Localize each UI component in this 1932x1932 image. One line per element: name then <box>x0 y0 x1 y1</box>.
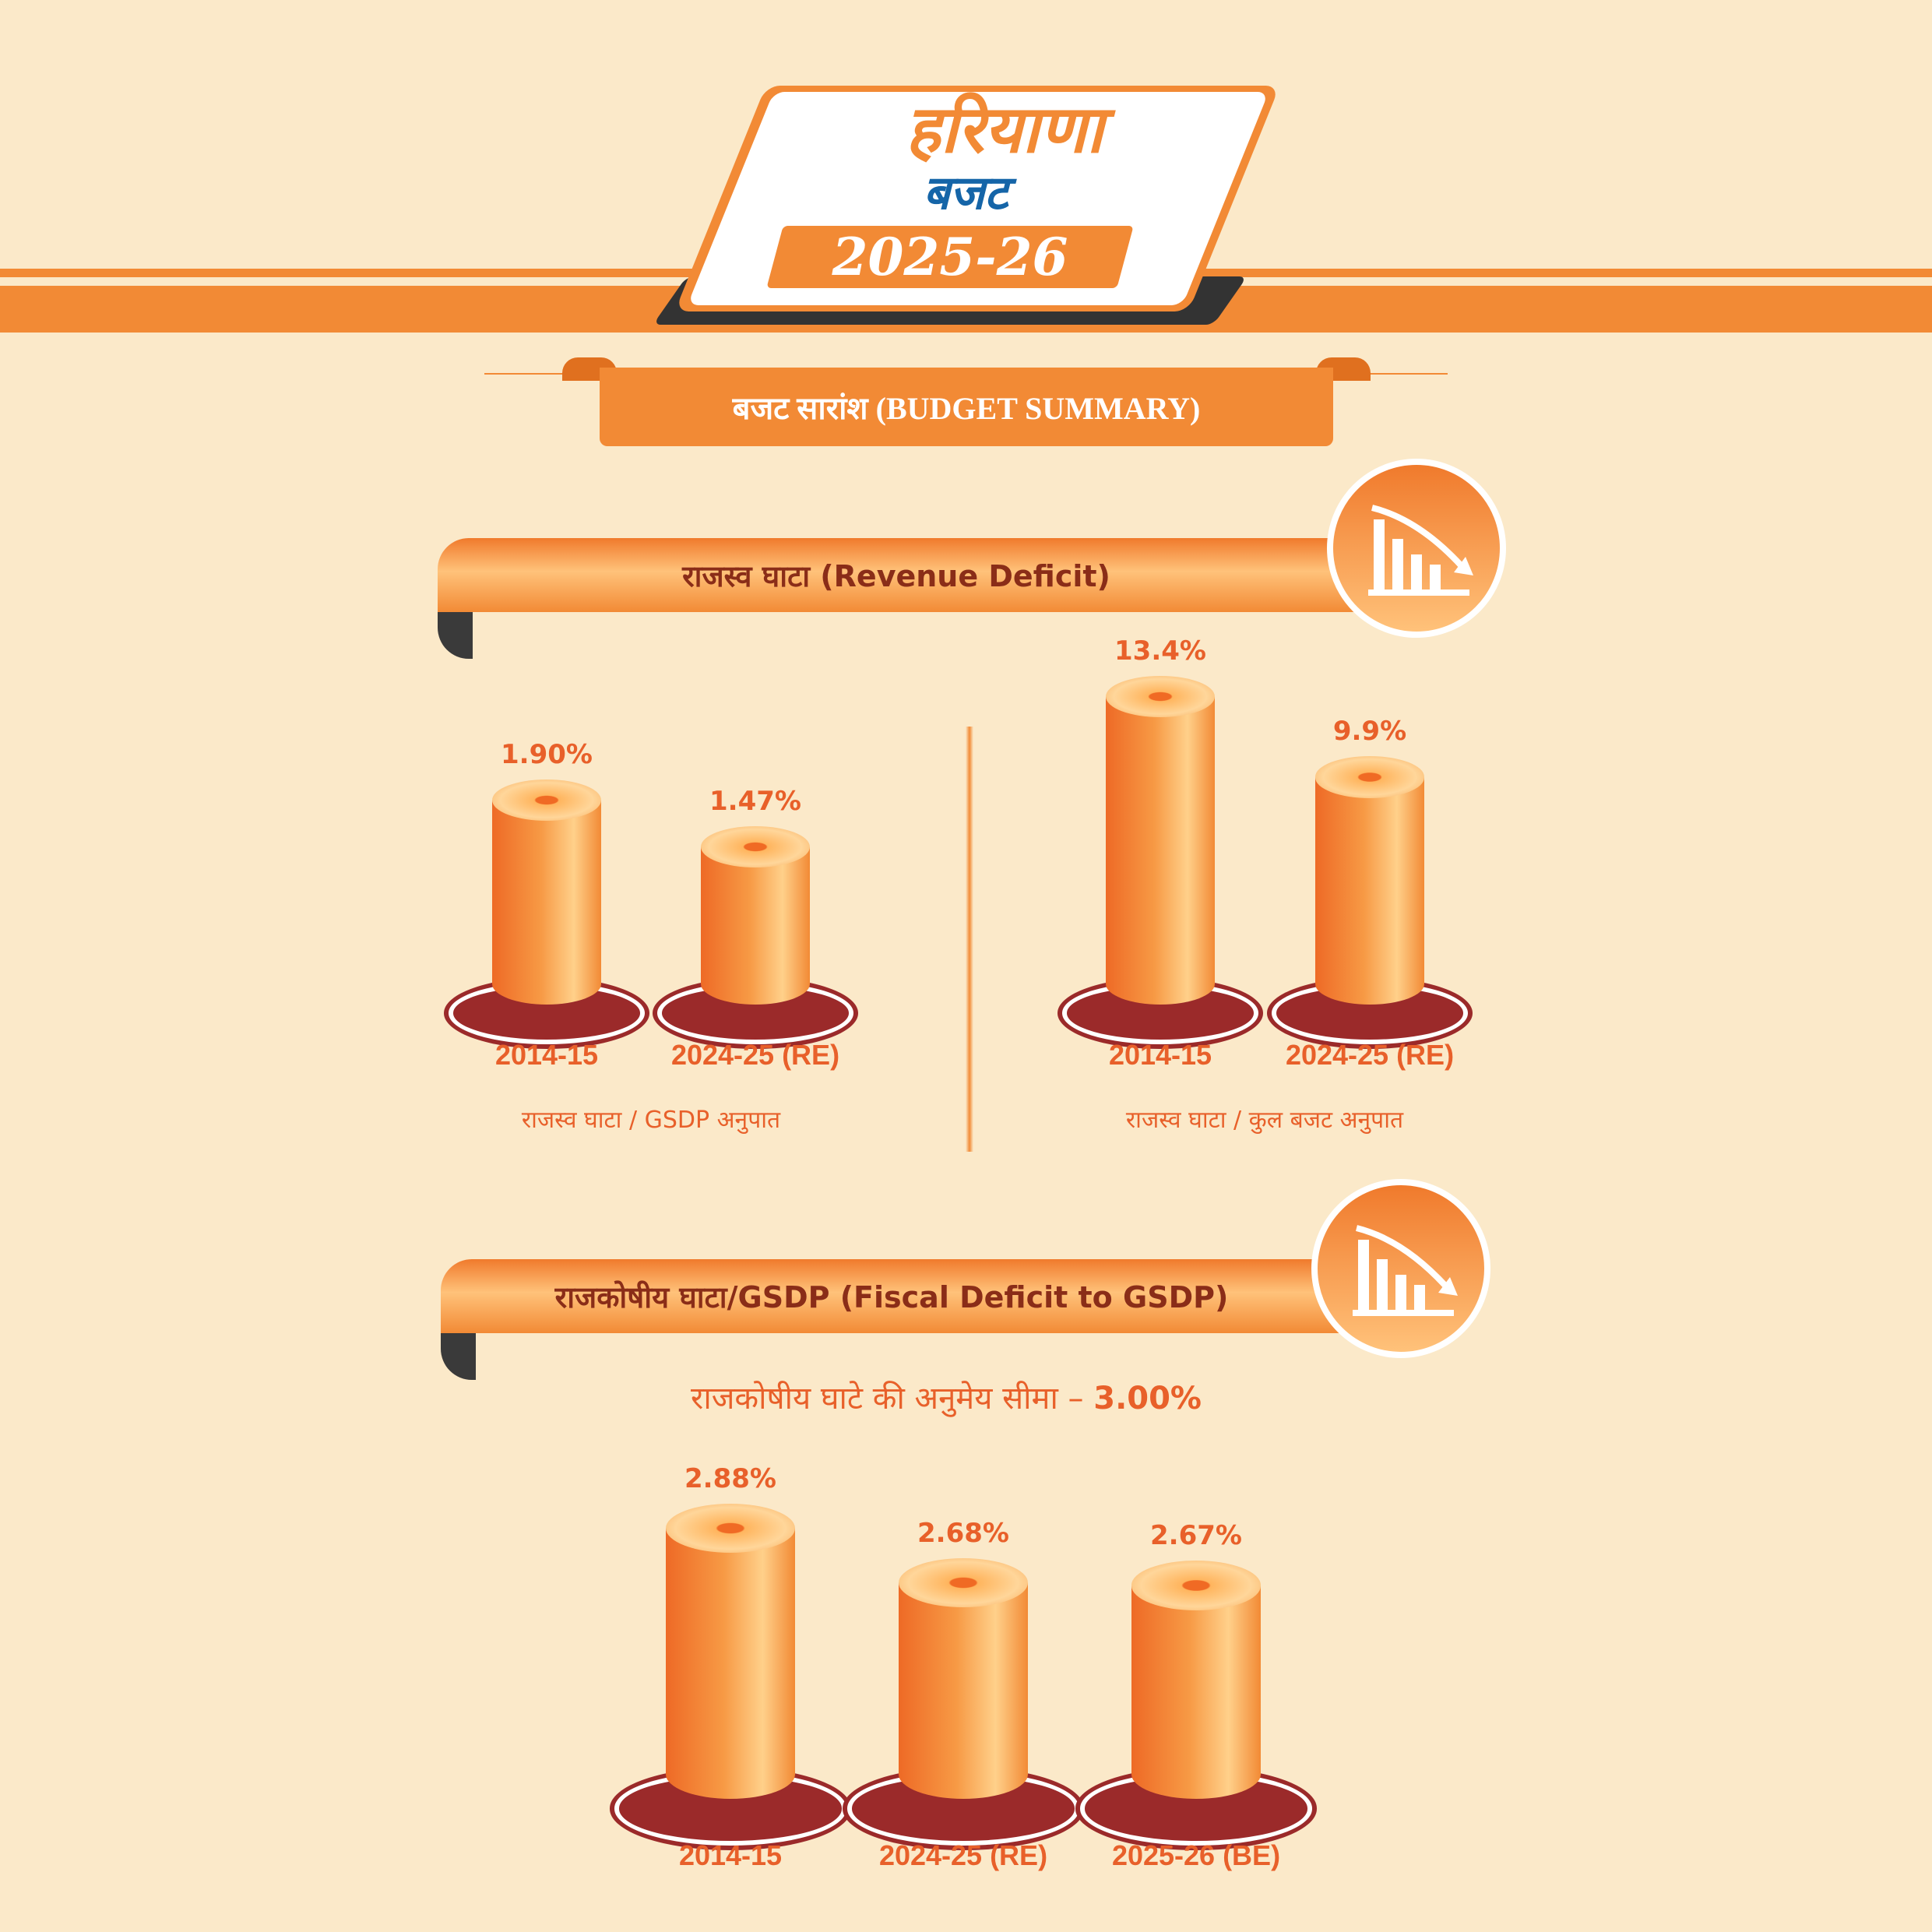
logo-year: 2025-26 <box>832 227 1068 287</box>
bar-base <box>657 981 853 1044</box>
revenue-deficit-ribbon: राजस्व घाटा (Revenue Deficit) <box>438 538 1355 612</box>
bar-top <box>1106 676 1215 718</box>
data-label: 9.9% <box>1332 716 1407 748</box>
declining-bar-chart-icon <box>1327 459 1506 638</box>
data-label: 13.4% <box>1114 635 1206 667</box>
bar <box>666 1528 795 1799</box>
data-label: 1.47% <box>709 785 801 817</box>
category-label: 2025-26 (BE) <box>1111 1839 1281 1871</box>
data-label: 1.90% <box>501 739 593 771</box>
declining-bar-chart-icon <box>1311 1179 1490 1358</box>
bar <box>899 1582 1028 1799</box>
category-label: 2014-15 <box>494 1039 599 1071</box>
category-label: 2014-15 <box>1108 1039 1212 1071</box>
bar-top <box>1131 1561 1261 1610</box>
category-label: 2024-25 (RE) <box>878 1839 1048 1871</box>
chart-divider <box>966 727 973 1152</box>
bar-top <box>1315 756 1424 798</box>
bar-top <box>666 1503 795 1553</box>
logo-budget: बजट <box>923 166 1008 220</box>
logo-haryana: हरियाणा <box>906 90 1103 167</box>
category-label: 2014-15 <box>678 1839 783 1871</box>
bar-top <box>899 1557 1028 1608</box>
bar-base <box>1272 981 1468 1044</box>
limit-value: 3.00% <box>1093 1381 1202 1416</box>
data-label: 2.88% <box>684 1462 776 1494</box>
summary-banner: बजट सारांश (BUDGET SUMMARY) <box>600 368 1333 446</box>
data-label: 2.67% <box>1150 1520 1242 1552</box>
chart-caption: राजस्व घाटा / कुल बजट अनुपात <box>1125 1107 1404 1134</box>
category-label: 2024-25 (RE) <box>670 1039 840 1071</box>
data-label: 2.68% <box>917 1517 1009 1549</box>
bar-top <box>701 825 810 867</box>
limit-label: राजकोषीय घाटे की अनुमेय सीमा – <box>690 1381 1094 1416</box>
bar <box>1315 776 1424 1005</box>
bar <box>1131 1585 1261 1799</box>
ribbon-curl <box>438 612 473 659</box>
chart-caption: राजस्व घाटा / GSDP अनुपात <box>521 1107 781 1134</box>
ribbon-curl <box>441 1333 476 1380</box>
bar <box>701 846 810 1005</box>
fiscal-deficit-ribbon: राजकोषीय घाटा/GSDP (Fiscal Deficit to GS… <box>441 1259 1343 1333</box>
bar-top <box>492 779 601 822</box>
permissible-limit-text: राजकोषीय घाटे की अनुमेय सीमा – 3.00% <box>467 1380 1425 1417</box>
bar <box>1106 696 1215 1005</box>
category-label: 2024-25 (RE) <box>1285 1039 1455 1071</box>
bar <box>492 800 601 1005</box>
